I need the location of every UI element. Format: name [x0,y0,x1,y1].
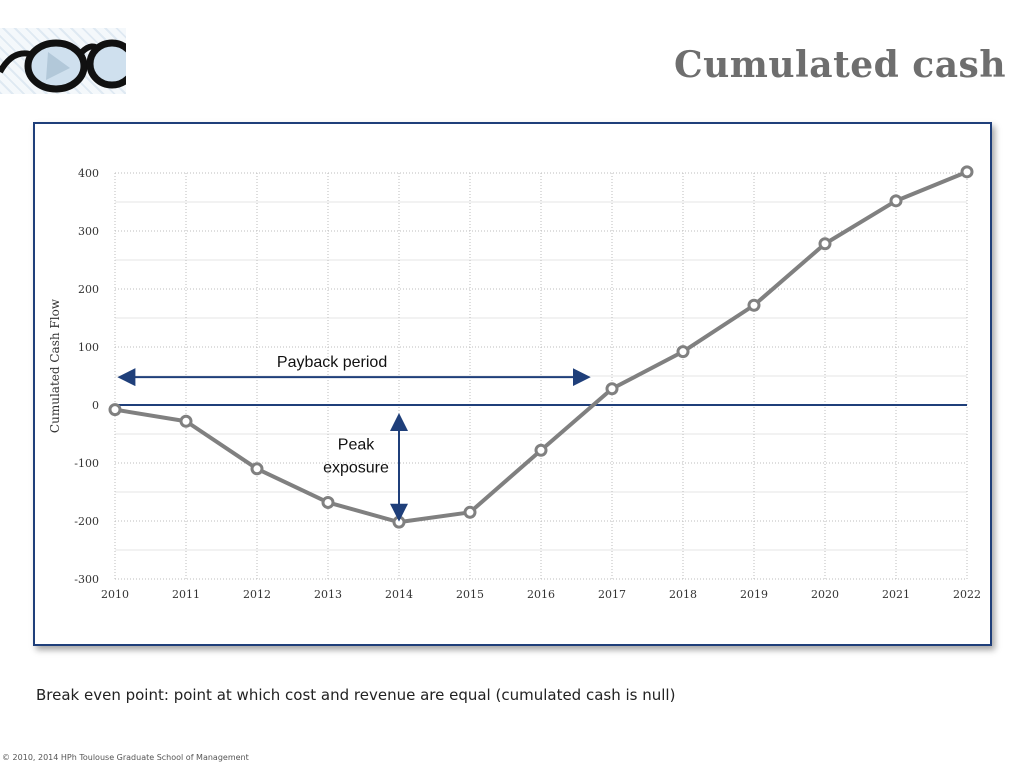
data-point [250,462,264,476]
x-tick-label: 2021 [882,588,910,601]
data-point [392,515,406,529]
data-point [747,298,761,312]
y-tick-label: 200 [78,283,99,296]
y-tick-label: -200 [74,515,99,528]
y-tick-label: 0 [92,399,99,412]
x-tick-label: 2011 [172,588,200,601]
data-point [534,443,548,457]
peak-label-line2: exposure [323,459,389,476]
data-point [676,345,690,359]
break-even-note: Break even point: point at which cost an… [36,686,676,704]
data-point [463,505,477,519]
data-point [179,414,193,428]
data-point [960,165,974,179]
chart-frame: 400 300 200 100 0 -100 -200 -300 2010 2011 2012 201… [33,122,992,646]
x-tick-label: 2020 [811,588,839,601]
y-tick-label: 300 [78,225,99,238]
x-tick-label: 2012 [243,588,271,601]
y-tick-label: -300 [74,573,99,586]
y-tick-label: 100 [78,341,99,354]
glasses-logo [0,28,126,94]
payback-label: Payback period [277,354,387,371]
slide-title: Cumulated cash [673,44,1006,86]
data-point [818,237,832,251]
data-point [605,382,619,396]
x-tick-label: 2017 [598,588,626,601]
x-tick-label: 2016 [527,588,555,601]
data-point [108,403,122,417]
x-tick-label: 2010 [101,588,129,601]
x-tick-label: 2018 [669,588,697,601]
x-tick-label: 2022 [953,588,981,601]
x-tick-label: 2015 [456,588,484,601]
y-tick-label: 400 [78,167,99,180]
y-axis-label: Cumulated Cash Flow [48,298,62,433]
eyeglasses-icon [0,39,126,93]
x-tick-label: 2014 [385,588,413,601]
data-point [321,495,335,509]
copyright: © 2010, 2014 HPh Toulouse Graduate Schoo… [2,753,249,762]
peak-label-line1: Peak [338,436,375,453]
data-point [889,194,903,208]
x-tick-label: 2019 [740,588,768,601]
y-tick-label: -100 [74,457,99,470]
x-tick-label: 2013 [314,588,342,601]
